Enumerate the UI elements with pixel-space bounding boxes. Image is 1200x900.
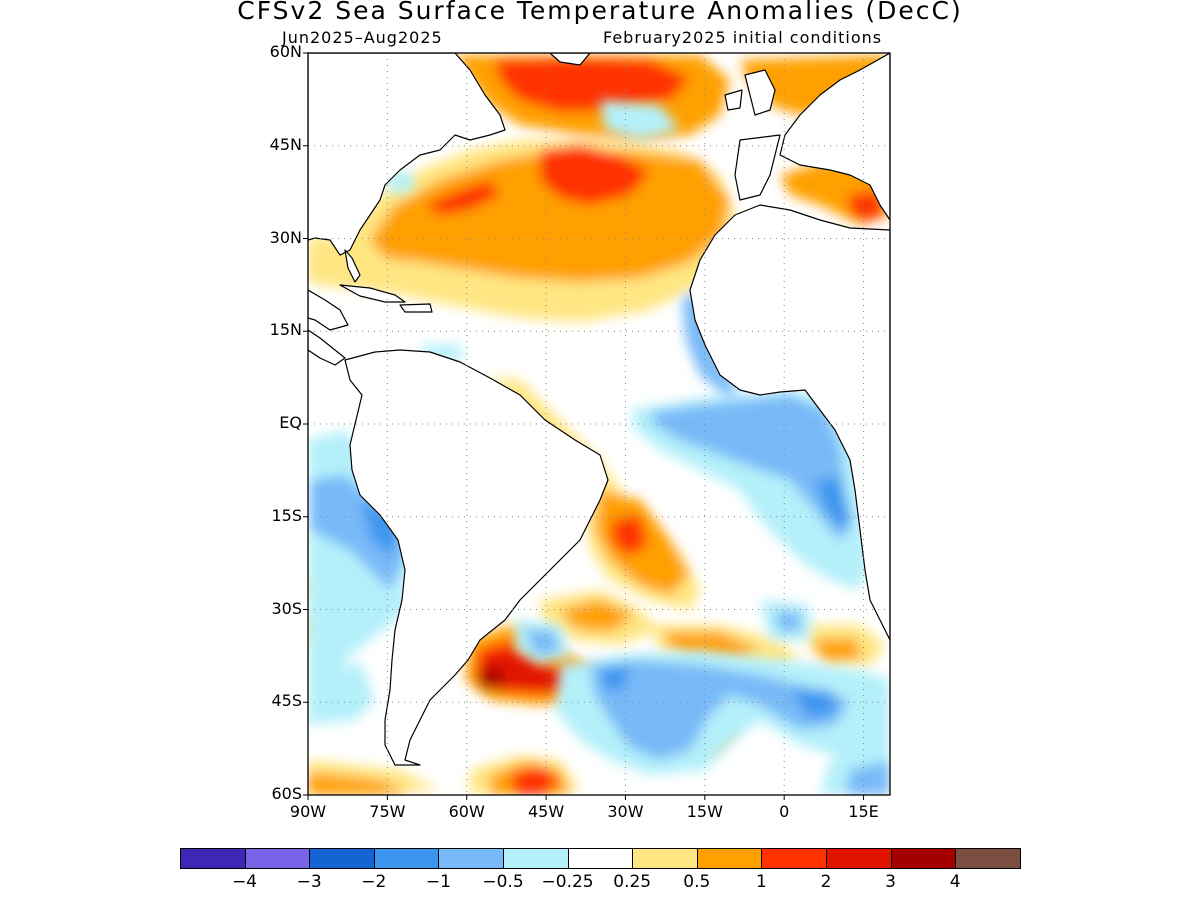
legend-label: 1 — [755, 872, 767, 892]
legend-label: −3 — [296, 872, 322, 892]
lon-tick-label: 90W — [289, 802, 327, 821]
legend-label: −0.25 — [541, 872, 594, 892]
legend-swatch — [244, 848, 311, 869]
lon-tick-label: 0 — [779, 802, 790, 821]
legend-swatch — [890, 848, 957, 869]
legend-label: 3 — [885, 872, 896, 892]
legend-label: −0.5 — [482, 872, 524, 892]
legend-swatch — [761, 848, 827, 869]
legend-label: −1 — [425, 872, 451, 892]
legend-swatch — [826, 848, 892, 869]
cool-anomalies — [308, 100, 890, 795]
lat-tick-label: 45S — [271, 691, 302, 711]
axis-ticks — [303, 52, 865, 800]
legend-swatch — [632, 848, 698, 869]
lon-tick-label: 15E — [848, 802, 879, 821]
forecast-period: Jun2025–Aug2025 — [282, 28, 443, 47]
lat-tick-label: 15S — [271, 505, 302, 525]
warm-anomalies — [308, 55, 890, 795]
legend-swatch — [180, 848, 246, 869]
lat-tick-label: 15N — [269, 320, 302, 340]
legend-swatch — [503, 848, 569, 869]
legend-label: −4 — [232, 872, 258, 892]
lat-tick-label: 60S — [271, 784, 302, 803]
lon-tick-label: 15W — [686, 802, 723, 821]
lon-tick-label: 45W — [527, 802, 565, 821]
lat-tick-label: 60N — [269, 42, 302, 61]
lat-tick-label: 30N — [269, 227, 302, 247]
legend-label: −2 — [361, 872, 387, 892]
map-title: CFSv2 Sea Surface Temperature Anomalies … — [237, 0, 963, 25]
lat-tick-label: 45N — [269, 134, 302, 154]
lon-tick-label: 30W — [607, 802, 644, 821]
lat-tick-label: EQ — [279, 413, 302, 432]
legend-label: 0.25 — [613, 872, 652, 892]
legend-swatch — [955, 848, 1021, 869]
legend-label: 0.5 — [683, 872, 711, 892]
lon-tick-label: 75W — [369, 802, 406, 821]
legend-swatch — [696, 848, 763, 869]
initial-conditions: February2025 initial conditions — [603, 28, 883, 47]
anomaly-field — [308, 53, 890, 795]
land-masses — [308, 53, 890, 766]
lon-tick-label: 60W — [448, 802, 485, 821]
legend-label: 2 — [820, 872, 832, 892]
lat-tick-label: 30S — [271, 598, 302, 618]
legend-label: 4 — [949, 872, 961, 892]
legend-swatch — [567, 848, 634, 869]
legend-swatch — [438, 848, 504, 869]
legend-swatch — [373, 848, 440, 869]
map-gridlines — [308, 53, 890, 795]
legend-swatch — [309, 848, 375, 869]
